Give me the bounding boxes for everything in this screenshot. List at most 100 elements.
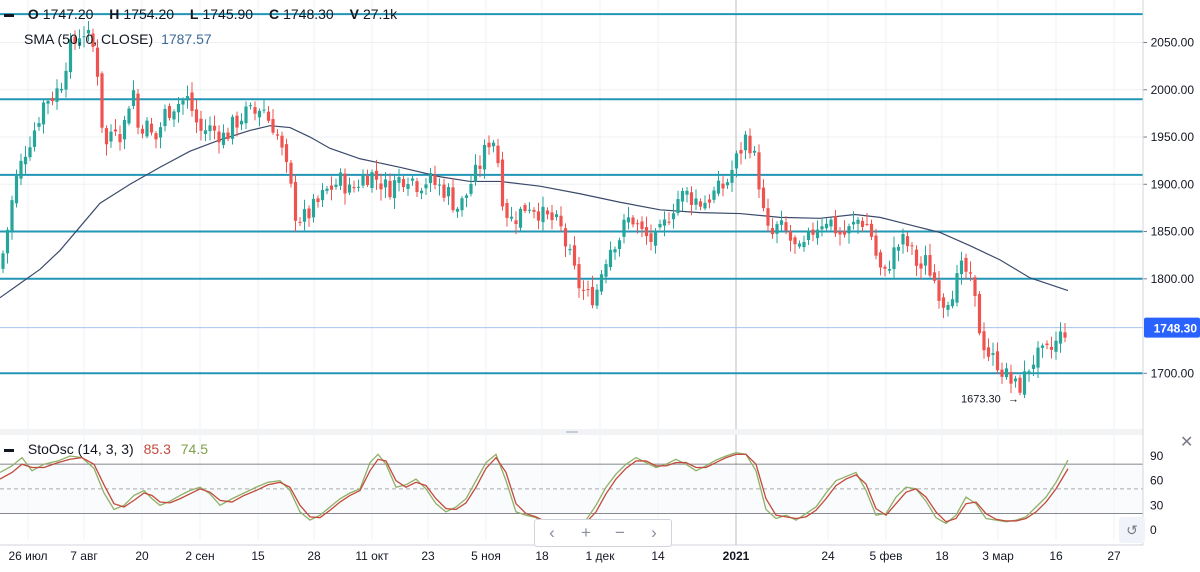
candle	[1054, 331, 1058, 360]
time-axis-label: 14	[651, 549, 665, 563]
price-axis-label: 1850.00	[1151, 225, 1195, 239]
candle-body	[725, 182, 730, 186]
candle-body	[338, 172, 343, 186]
pane-resize-handle-icon[interactable]	[566, 431, 578, 433]
candle	[518, 206, 523, 232]
candle	[932, 264, 937, 284]
candle-body	[239, 120, 244, 125]
candle	[374, 159, 379, 190]
candle-body	[514, 220, 518, 225]
candle	[775, 221, 779, 244]
zoom-out-button[interactable]: −	[615, 523, 625, 542]
candle	[253, 101, 257, 121]
sma-value: 1787.57	[161, 31, 212, 47]
candle-body	[77, 38, 82, 46]
candle	[347, 177, 352, 196]
candle	[28, 136, 32, 161]
candle	[991, 342, 995, 366]
candle	[658, 219, 662, 230]
time-axis-label: 11 окт	[355, 549, 389, 563]
candle-body	[527, 209, 532, 211]
candle	[59, 82, 64, 94]
reset-chart-icon[interactable]: ↺	[1119, 517, 1145, 543]
candle-body	[127, 108, 131, 124]
candle-body	[748, 135, 752, 154]
candle	[73, 30, 77, 50]
candle	[149, 118, 154, 136]
candle	[653, 228, 658, 254]
candle-body	[1031, 364, 1036, 369]
candle-body	[874, 235, 878, 256]
sma-legend[interactable]: SMA (50, 0, CLOSE) 1787.57	[24, 31, 212, 47]
candle-body	[248, 105, 253, 107]
candle	[194, 100, 199, 133]
candle	[145, 117, 149, 139]
candle	[127, 105, 131, 126]
candle	[968, 261, 973, 282]
candle-body	[905, 236, 910, 247]
candle-body	[131, 90, 136, 106]
candle-body	[140, 128, 145, 134]
candle-body	[698, 201, 703, 207]
candle	[284, 138, 289, 173]
candle-body	[271, 119, 275, 133]
sma-line	[0, 125, 1069, 299]
candle-body	[55, 88, 59, 102]
candle	[635, 219, 640, 234]
scroll-right-button[interactable]: ›	[651, 523, 657, 542]
stoch-legend[interactable]: StoOsc (14, 3, 3) 85.3 74.5	[4, 441, 208, 457]
candle	[847, 223, 851, 244]
candle-body	[824, 223, 829, 229]
candle	[928, 243, 932, 278]
candle-body	[379, 183, 383, 190]
candle-body	[959, 260, 964, 275]
candle	[716, 170, 721, 197]
candle	[91, 28, 95, 53]
candle-body	[383, 179, 388, 188]
close-pane-icon[interactable]: ✕	[1180, 434, 1194, 451]
candle-body	[973, 277, 977, 296]
price-axis-label: 1900.00	[1151, 177, 1195, 191]
candle-body	[352, 187, 356, 189]
candle-body	[923, 255, 928, 266]
candle	[464, 193, 469, 208]
candle	[946, 301, 950, 317]
stoch-dash-icon[interactable]	[4, 448, 14, 452]
candle	[532, 207, 536, 219]
candle-body	[410, 178, 415, 181]
candle	[860, 217, 865, 233]
candle-body	[275, 134, 280, 136]
candle-body	[442, 184, 446, 198]
candle	[266, 106, 271, 123]
candle	[109, 124, 113, 148]
candle	[442, 178, 446, 202]
candle	[388, 173, 392, 200]
candle	[100, 71, 104, 133]
candle	[739, 142, 743, 165]
candle-body	[937, 280, 941, 301]
high-value: 1754.20	[123, 6, 175, 22]
zoom-in-button[interactable]: +	[581, 523, 591, 542]
candle-body	[469, 183, 473, 194]
candle-body	[892, 247, 896, 270]
sma-label: SMA (50, 0, CLOSE)	[24, 31, 154, 47]
candle	[896, 243, 901, 262]
candle-body	[212, 125, 217, 131]
candle	[707, 194, 712, 209]
candle	[793, 235, 797, 254]
candle	[806, 227, 811, 245]
candle	[955, 264, 959, 307]
candle	[289, 160, 293, 188]
symbol-dash-icon[interactable]	[4, 13, 14, 17]
scroll-left-button[interactable]: ‹	[549, 523, 555, 542]
candle-body	[230, 116, 235, 139]
candle	[752, 146, 757, 157]
candle-body	[653, 230, 658, 246]
candle-body	[95, 47, 100, 77]
candle-body	[743, 134, 748, 151]
candle-body	[496, 145, 500, 164]
candle	[32, 122, 37, 152]
candle	[1058, 322, 1063, 353]
time-axis-label: 7 авг	[70, 549, 98, 563]
